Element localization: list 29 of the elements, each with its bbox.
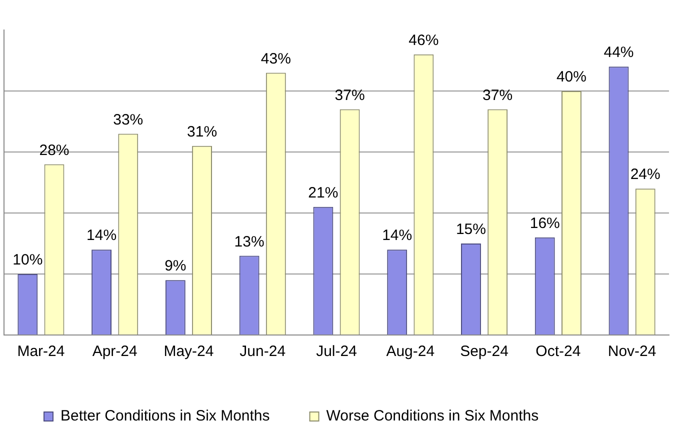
legend-label: Worse Conditions in Six Months <box>326 408 539 425</box>
data-label: 28% <box>39 142 70 159</box>
x-tick-label: Jul-24 <box>316 343 357 360</box>
data-label: 40% <box>556 68 586 86</box>
data-label: 14% <box>86 227 117 244</box>
data-label: 21% <box>308 184 338 202</box>
data-label: 10% <box>12 252 43 269</box>
data-label: 33% <box>113 111 144 128</box>
data-label: 37% <box>334 86 365 104</box>
data-label: 13% <box>234 233 264 250</box>
x-tick-label: Sep-24 <box>460 343 508 360</box>
data-label: 43% <box>260 50 291 68</box>
data-label: 14% <box>382 227 412 244</box>
data-label: 9% <box>164 258 186 275</box>
data-label: 24% <box>630 166 660 184</box>
x-tick-label: Mar-24 <box>17 343 65 360</box>
x-tick-label: Nov-24 <box>608 343 656 360</box>
data-label: 16% <box>530 215 560 232</box>
x-tick-label: May-24 <box>164 343 214 360</box>
data-label: 37% <box>482 86 513 104</box>
x-tick-label: Jun-24 <box>240 343 286 360</box>
x-tick-label: Aug-24 <box>386 343 435 360</box>
x-tick-label: Oct-24 <box>536 343 581 360</box>
data-label: 44% <box>604 44 634 62</box>
legend-label: Better Conditions in Six Months <box>60 408 270 425</box>
data-label: 15% <box>456 221 486 238</box>
data-label: 31% <box>187 124 218 141</box>
data-label: 46% <box>408 32 439 50</box>
x-tick-label: Apr-24 <box>92 343 138 360</box>
